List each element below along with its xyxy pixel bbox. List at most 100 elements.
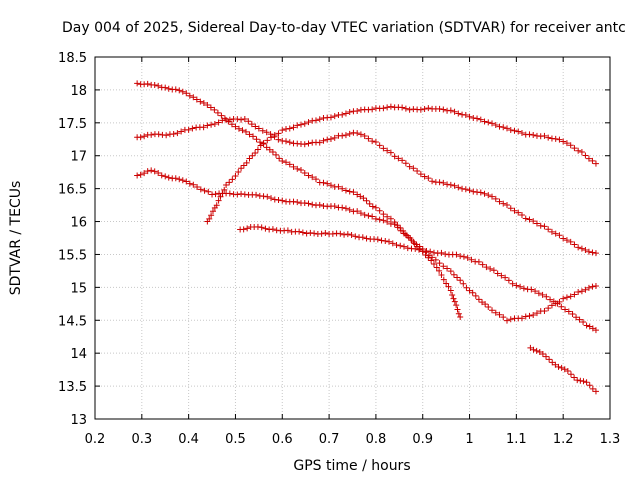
data-point (298, 121, 304, 128)
data-point (324, 136, 331, 143)
data-point (447, 287, 454, 294)
data-point (436, 260, 443, 267)
series-track-c (134, 167, 599, 324)
data-point (208, 212, 215, 219)
data-point (535, 290, 542, 297)
data-point (235, 168, 242, 175)
data-point (258, 224, 265, 231)
data-point (507, 316, 514, 323)
data-point (466, 287, 473, 294)
series-track-f (527, 344, 599, 395)
data-point (369, 138, 376, 145)
data-point (462, 111, 469, 118)
data-point (384, 104, 391, 111)
data-point (339, 111, 346, 118)
data-point (382, 237, 389, 244)
data-point (283, 138, 290, 145)
data-point (468, 256, 475, 263)
y-tick-label: 15 (70, 281, 87, 296)
data-point (248, 121, 255, 128)
data-point (376, 142, 383, 149)
data-point (190, 181, 197, 188)
series-track-d (204, 103, 599, 225)
data-point (286, 161, 293, 168)
data-point (206, 215, 213, 222)
data-point (137, 134, 144, 141)
data-point (556, 232, 563, 239)
data-point (417, 106, 424, 113)
data-point (241, 191, 248, 198)
plot-frame (94, 56, 611, 420)
data-point (571, 145, 578, 152)
data-point (586, 382, 593, 389)
data-point (415, 246, 422, 253)
data-point (360, 195, 367, 202)
data-point (346, 206, 353, 213)
data-point (276, 155, 283, 162)
data-point (560, 138, 567, 145)
data-point (254, 146, 261, 153)
data-point (341, 231, 348, 238)
data-point (179, 177, 186, 184)
data-point (186, 180, 193, 187)
data-point (215, 119, 222, 126)
data-point (543, 293, 550, 300)
data-point (466, 187, 473, 194)
data-point (470, 188, 477, 195)
data-point (226, 190, 233, 197)
y-axis-label: SDTVAR / TECUs (8, 181, 24, 296)
data-point (331, 113, 338, 120)
data-point (255, 125, 262, 132)
data-point (562, 306, 569, 313)
data-point (246, 131, 253, 138)
data-point (414, 168, 421, 175)
data-point (339, 185, 346, 192)
data-point (148, 167, 155, 174)
data-point (252, 123, 259, 130)
data-point (307, 229, 314, 236)
data-point (254, 223, 261, 230)
data-point (556, 136, 563, 143)
data-point (479, 299, 486, 306)
data-point (264, 137, 271, 144)
data-point (395, 155, 402, 162)
data-point (530, 346, 537, 353)
data-point (546, 356, 553, 363)
data-point (536, 349, 543, 356)
data-point (283, 126, 290, 133)
data-point (450, 271, 457, 278)
data-point (342, 132, 349, 139)
data-point (339, 204, 346, 211)
data-point (262, 225, 269, 232)
data-point (271, 196, 278, 203)
data-point (162, 84, 169, 91)
x-tick-label: 0.2 (85, 432, 106, 447)
data-point (316, 139, 323, 146)
data-point (290, 163, 297, 170)
data-point (515, 128, 522, 135)
data-point (243, 159, 250, 166)
data-point (273, 227, 280, 234)
data-point (454, 274, 461, 281)
y-tick-label: 15.5 (58, 248, 87, 263)
data-point (537, 222, 544, 229)
data-point (260, 140, 267, 147)
data-point (504, 317, 510, 324)
y-tick-label: 16.5 (58, 183, 87, 198)
data-point (391, 221, 398, 228)
data-point (492, 309, 499, 316)
data-point (442, 251, 449, 258)
data-point (539, 291, 546, 298)
data-point (485, 192, 492, 199)
data-point (504, 201, 510, 208)
data-point (552, 135, 559, 142)
data-point (200, 124, 207, 131)
data-point (286, 139, 293, 146)
data-point (361, 211, 368, 218)
data-point (520, 285, 527, 292)
data-point (253, 136, 260, 143)
data-point (322, 229, 329, 236)
data-point (219, 190, 226, 197)
data-point (429, 254, 436, 261)
x-tick-label: 0.4 (178, 432, 199, 447)
